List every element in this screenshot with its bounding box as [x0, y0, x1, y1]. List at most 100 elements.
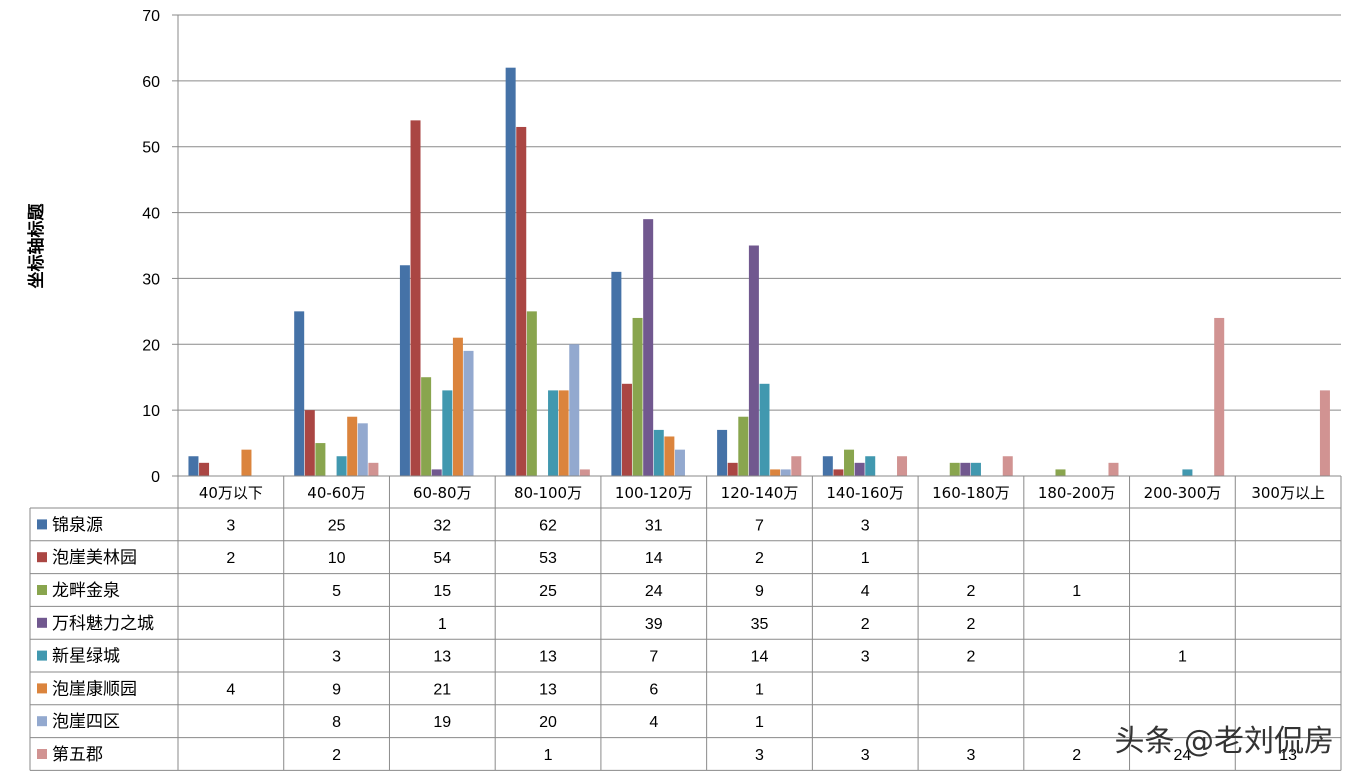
table-cell-value: 3 — [967, 747, 976, 764]
table-cell-value: 13 — [539, 681, 557, 698]
bar — [558, 390, 569, 476]
bars — [188, 67, 1330, 476]
bar — [949, 462, 960, 476]
table-cell-value: 1 — [755, 681, 764, 698]
bar — [1182, 469, 1193, 476]
table-cell-value: 13 — [539, 649, 557, 666]
bar — [1002, 456, 1013, 476]
bar — [336, 456, 347, 476]
bar — [357, 423, 368, 476]
table-cell-value: 1 — [861, 550, 870, 567]
legend-key — [37, 519, 47, 530]
table-cell-value: 39 — [645, 616, 663, 633]
bar — [1108, 462, 1119, 476]
category-label: 180-200万 — [1038, 484, 1116, 502]
bar — [548, 390, 559, 476]
legend-label: 锦泉源 — [52, 515, 103, 535]
category-label: 40-60万 — [307, 484, 366, 502]
table-cell-value: 15 — [433, 583, 451, 600]
table-cell-value: 9 — [755, 583, 764, 600]
y-tick-label: 20 — [142, 337, 160, 354]
table-cell-value: 1 — [755, 714, 764, 731]
y-tick-label: 10 — [142, 403, 160, 420]
table-cell-value: 32 — [433, 517, 451, 534]
bar — [199, 462, 210, 476]
table-cell-value: 13 — [433, 649, 451, 666]
legend-key — [37, 683, 47, 694]
bar — [770, 469, 781, 476]
category-label: 120-140万 — [721, 484, 799, 502]
bar — [897, 456, 908, 476]
table-cell-value: 1 — [544, 747, 553, 764]
y-tick-labels: 0 10 20 30 40 50 60 70 — [142, 8, 160, 486]
category-label: 300万以上 — [1251, 484, 1325, 502]
table-cell-value: 10 — [328, 550, 346, 567]
bar — [791, 456, 802, 476]
table-cell-value: 31 — [645, 517, 663, 534]
table-cell-value: 4 — [649, 714, 658, 731]
legend-key — [37, 650, 47, 661]
table-cell-value: 1 — [1072, 583, 1081, 600]
y-tick-label: 40 — [142, 206, 160, 223]
bar — [399, 265, 410, 476]
table-cell-value: 62 — [539, 517, 557, 534]
table-cell-value: 3 — [226, 517, 235, 534]
y-tick-label: 70 — [142, 8, 160, 25]
bar — [759, 383, 770, 476]
legend-key — [37, 617, 47, 628]
bar — [516, 126, 527, 476]
table-cell-value: 8 — [332, 714, 341, 731]
bar — [410, 120, 421, 476]
table-cell-value: 13 — [1279, 747, 1297, 764]
bar — [822, 456, 833, 476]
table-cell-value: 14 — [645, 550, 663, 567]
bar — [970, 462, 981, 476]
table-cell-value: 19 — [433, 714, 451, 731]
gridlines — [172, 14, 1341, 477]
table-cell-value: 54 — [433, 550, 451, 567]
bar — [1214, 317, 1225, 476]
bar — [844, 449, 855, 476]
table-cell-value: 3 — [861, 747, 870, 764]
table-cell-value: 2 — [332, 747, 341, 764]
table-cell-value: 2 — [1072, 747, 1081, 764]
y-tick-label: 60 — [142, 74, 160, 91]
category-label: 100-120万 — [615, 484, 693, 502]
y-tick-label: 0 — [151, 469, 160, 486]
table-cell-value: 25 — [328, 517, 346, 534]
table-cell-value: 9 — [332, 681, 341, 698]
bar — [727, 462, 738, 476]
bar — [653, 429, 664, 476]
legend-label: 泡崖康顺园 — [52, 679, 137, 699]
bar — [421, 377, 432, 476]
category-label: 160-180万 — [932, 484, 1010, 502]
table-cell-value: 6 — [649, 681, 658, 698]
bar — [452, 337, 463, 476]
bar — [442, 390, 453, 476]
category-label: 140-160万 — [826, 484, 904, 502]
y-tick-label: 30 — [142, 271, 160, 288]
table-cell-value: 7 — [755, 517, 764, 534]
table-cell-value: 3 — [861, 649, 870, 666]
table-cell-value: 24 — [1174, 747, 1192, 764]
bar — [611, 271, 622, 476]
bar — [865, 456, 876, 476]
bar — [431, 469, 442, 476]
legend-key — [37, 716, 47, 727]
bar — [526, 311, 537, 476]
legend-label: 泡崖美林园 — [52, 548, 137, 568]
legend-key — [37, 552, 47, 563]
bar — [1055, 469, 1066, 476]
table-cell-value: 3 — [861, 517, 870, 534]
table-cell-value: 2 — [226, 550, 235, 567]
legend-label: 龙畔金泉 — [52, 581, 120, 601]
table-cell-value: 4 — [861, 583, 870, 600]
table-cell-value: 2 — [967, 583, 976, 600]
table-cell-value: 4 — [226, 681, 235, 698]
bar — [463, 350, 474, 476]
table-cell-value: 2 — [755, 550, 764, 567]
bar — [960, 462, 971, 476]
bar — [188, 456, 199, 476]
bar — [1319, 390, 1330, 476]
